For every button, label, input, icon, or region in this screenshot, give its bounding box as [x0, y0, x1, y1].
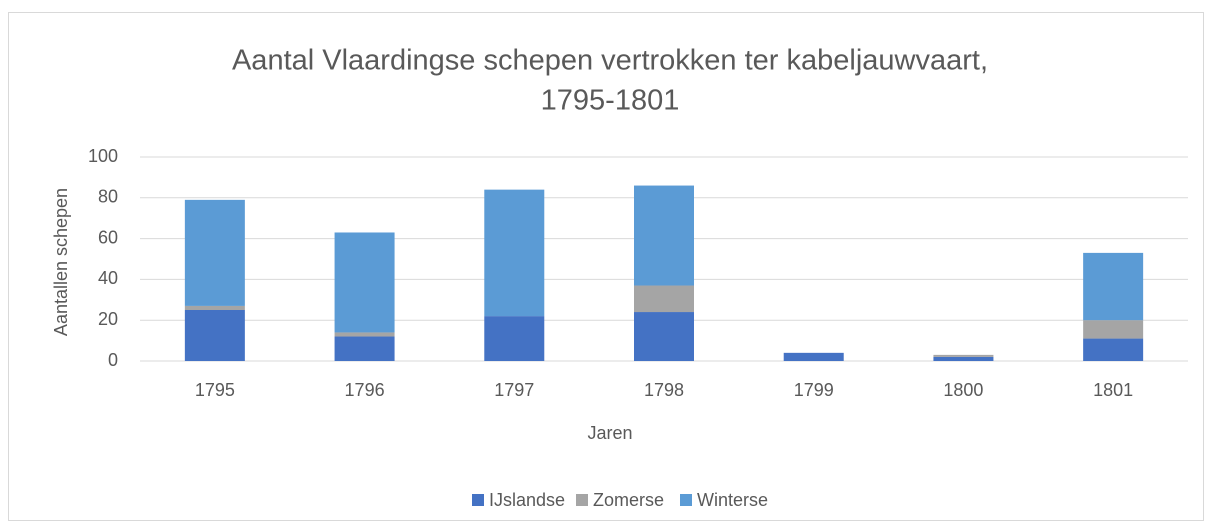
x-tick-label: 1799 [794, 380, 834, 400]
bar-segment [783, 352, 844, 361]
bar-segment [484, 189, 545, 317]
legend-swatch [472, 494, 484, 506]
x-tick-label: 1798 [644, 380, 684, 400]
legend-label: Winterse [697, 490, 768, 510]
bar-segment [334, 336, 395, 361]
y-tick-label: 40 [98, 268, 118, 288]
bar-segment [634, 312, 694, 361]
bar-segment [184, 305, 245, 310]
y-tick-label: 60 [98, 227, 118, 247]
bar-segment [334, 232, 395, 333]
bar-segment [334, 332, 395, 337]
y-tick-label: 0 [108, 350, 118, 370]
bar-segment [484, 316, 545, 361]
x-axis-label: Jaren [587, 423, 632, 443]
x-tick-label: 1797 [494, 380, 534, 400]
chart-title: Aantal Vlaardingse schepen vertrokken te… [232, 45, 988, 77]
legend-label: Zomerse [593, 490, 664, 510]
bar-segment [1083, 338, 1144, 361]
bar-segment [1083, 320, 1144, 339]
x-tick-label: 1801 [1093, 380, 1133, 400]
bar-segment [634, 285, 694, 313]
y-axis-label: Aantallen schepen [51, 188, 71, 336]
bar-segment [184, 310, 245, 361]
x-tick-label: 1796 [345, 380, 385, 400]
legend-swatch [680, 494, 692, 506]
x-tick-label: 1800 [943, 380, 983, 400]
bar-segment [933, 356, 994, 361]
legend-label: IJslandse [489, 490, 565, 510]
y-tick-label: 20 [98, 309, 118, 329]
legend-swatch [576, 494, 588, 506]
x-tick-label: 1795 [195, 380, 235, 400]
chart-title: 1795-1801 [541, 85, 680, 117]
y-tick-label: 100 [88, 146, 118, 166]
bar-segment [1083, 252, 1144, 321]
bar-segment [634, 185, 694, 286]
bar-segment [933, 354, 994, 357]
y-tick-label: 80 [98, 187, 118, 207]
bar-segment [184, 199, 245, 306]
